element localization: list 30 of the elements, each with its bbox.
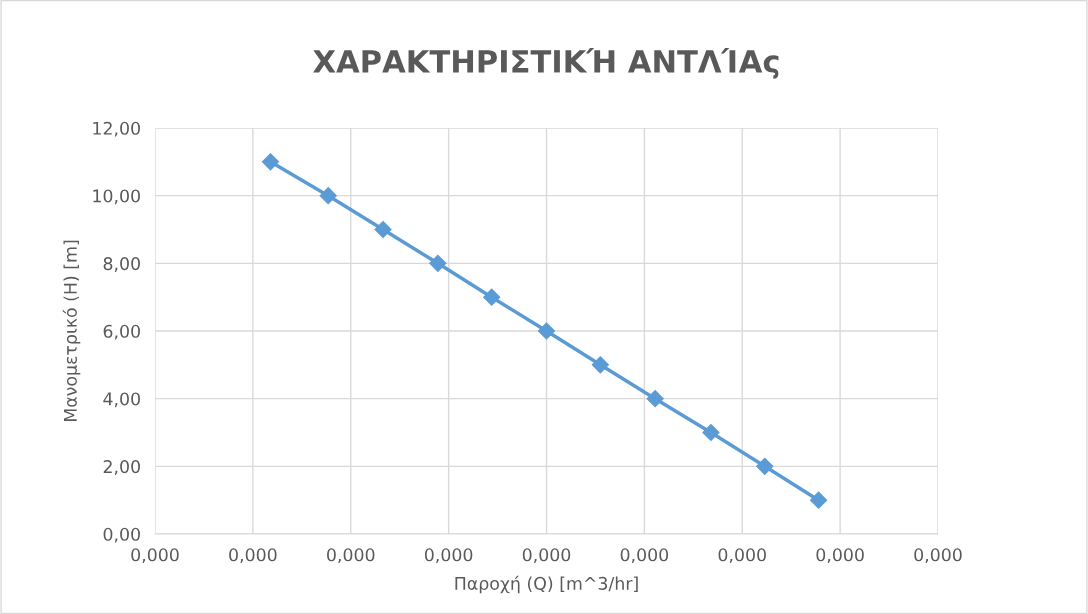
y-tick-label: 8,00 [103, 257, 140, 272]
point [319, 187, 337, 205]
point [591, 356, 609, 374]
point [702, 423, 720, 442]
point [261, 153, 280, 171]
y-tick-label: 0,00 [103, 527, 140, 543]
point [429, 254, 447, 272]
y-axis-title: Μανομετρικό (H) [m] [62, 240, 81, 422]
x-tick-label: 0,000 [424, 548, 473, 564]
point [483, 288, 501, 306]
x-tick-label: 0,000 [914, 548, 962, 564]
x-tick-label: 0,000 [718, 548, 766, 564]
point [374, 220, 392, 239]
y-tick-label: 4,00 [103, 392, 140, 408]
y-tick-label: 12,00 [93, 121, 140, 137]
point [756, 457, 774, 475]
x-tick-label: 0,000 [229, 548, 277, 564]
y-tick-label: 6,00 [103, 324, 140, 340]
x-tick-label: 0,000 [620, 548, 669, 564]
x-axis-title: Παροχή (Q) [m^3/hr] [455, 575, 638, 594]
x-tick-label: 0,000 [522, 548, 571, 564]
x-tick-label: 0,000 [131, 548, 179, 564]
x-tick-label: 0,000 [327, 548, 375, 564]
point [537, 322, 556, 340]
point [646, 390, 664, 408]
y-tick-label: 2,00 [103, 460, 140, 475]
point [810, 491, 828, 509]
chart-title: ΧΑΡΑΚΤΗΡΙΣΤΙΚΉ ΑΝΤΛΊΑς [313, 48, 779, 79]
y-tick-label: 10,00 [93, 189, 140, 205]
x-tick-label: 0,000 [816, 548, 864, 564]
